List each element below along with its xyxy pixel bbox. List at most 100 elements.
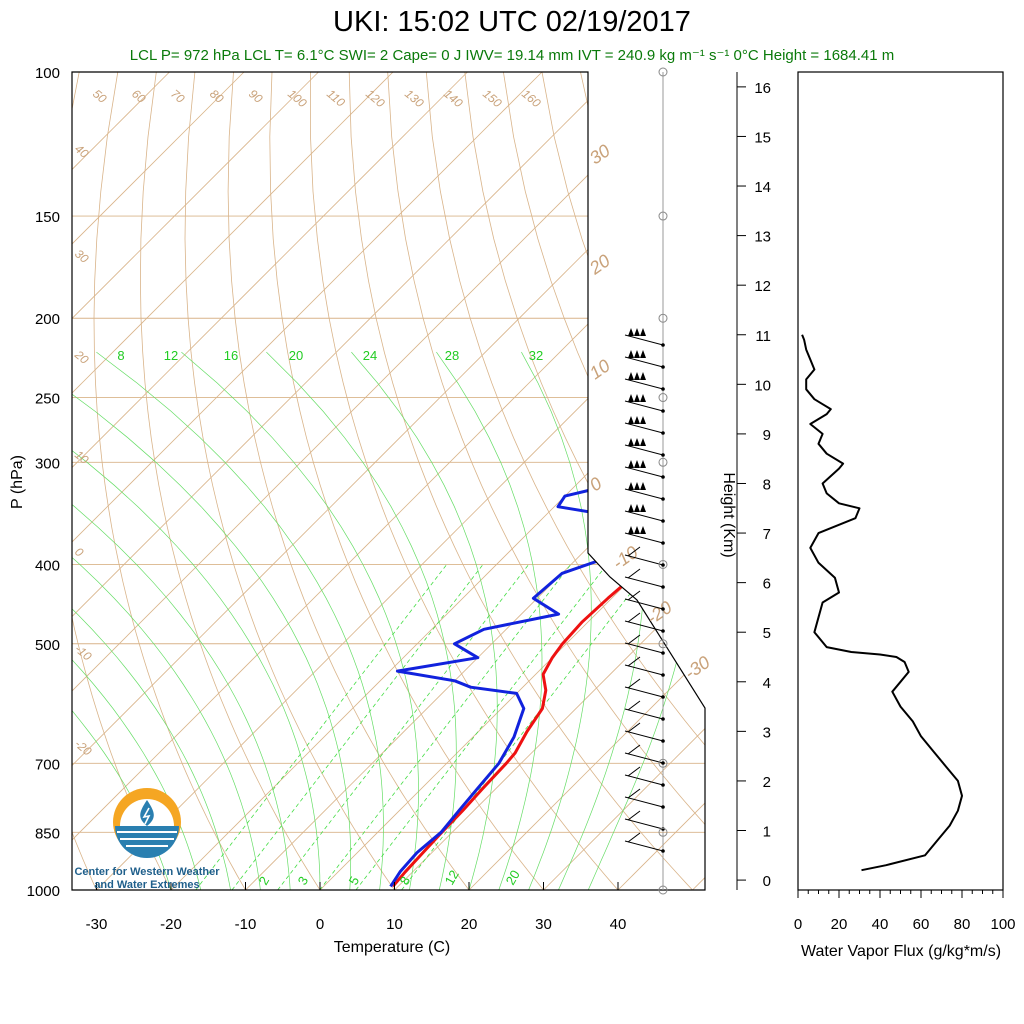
mixing-ratio-label: 12: [442, 867, 462, 887]
wind-barb: [624, 708, 664, 720]
dry-adiabat: [139, 72, 321, 890]
moist-adiabat: [72, 351, 261, 890]
isotherm-line: [468, 72, 705, 890]
wind-barb: [624, 422, 664, 434]
barb-flag: [628, 526, 634, 534]
isotherm-line: [245, 72, 705, 890]
barb-feather: [627, 810, 641, 821]
mixing-ratio-label: 20: [289, 348, 303, 363]
x-tick-label: 0: [316, 916, 324, 933]
flux-x-axis-label: Water Vapor Flux (g/kg*m/s): [801, 943, 1001, 960]
height-axis-label: Height (Km): [720, 472, 737, 557]
barb-point: [661, 827, 665, 831]
height-tick-label: 13: [754, 229, 771, 246]
theta-label: 10: [586, 355, 614, 383]
isotherm-label: 70: [168, 87, 187, 107]
mixing-ratio-label: 24: [363, 348, 377, 363]
barb-point: [661, 387, 665, 391]
isotherm-line: [96, 72, 705, 890]
isotherm-line: [72, 72, 245, 890]
wind-barb: [624, 532, 664, 544]
isotherm-line: [72, 72, 468, 890]
barb-flag: [640, 328, 646, 336]
y-tick-label: 500: [35, 637, 60, 654]
barb-feather: [627, 546, 641, 557]
isotherm-label: 90: [246, 87, 265, 107]
dry-adiabat: [72, 72, 172, 890]
barb-flag: [634, 526, 640, 534]
dry-adiabat: [503, 72, 705, 890]
dry-adiabat: [93, 72, 246, 890]
isotherm-line: [72, 72, 543, 890]
barb-flag: [634, 460, 640, 468]
theta-label: -20: [643, 597, 676, 628]
isotherm-label: 140: [441, 87, 466, 111]
barb-feather: [627, 700, 641, 711]
barb-point: [661, 717, 665, 721]
barb-point: [661, 651, 665, 655]
wind-barb: [624, 356, 664, 368]
wind-barb: [624, 554, 664, 566]
barb-feather: [627, 590, 641, 601]
dry-adiabat: [184, 72, 395, 890]
theta-label: 0: [586, 473, 606, 495]
isotherm-label: 30: [72, 247, 91, 267]
height-tick-label: 9: [763, 427, 771, 444]
dry-adiabat: [348, 72, 693, 890]
mixing-ratio-line: [277, 564, 529, 890]
barb-feather: [627, 612, 641, 623]
barb-feather: [627, 832, 641, 843]
height-tick-label: 12: [754, 278, 771, 295]
barb-point: [661, 497, 665, 501]
pressure-marker: [658, 457, 668, 467]
wind-barb: [624, 378, 664, 390]
barb-feather: [627, 656, 641, 667]
isotherm-label: 120: [363, 87, 388, 111]
mixing-ratio-label: 28: [445, 348, 459, 363]
wind-barb: [624, 642, 664, 654]
x-tick-label: -20: [160, 916, 182, 933]
barb-feather: [627, 568, 641, 579]
wind-barb: [624, 664, 664, 676]
barb-point: [661, 761, 665, 765]
barb-point: [661, 563, 665, 567]
dry-adiabat: [227, 72, 470, 890]
cw3e-logo: Center for Western Weather and Water Ext…: [74, 788, 220, 891]
logo-line-1: Center for Western Weather: [74, 866, 220, 878]
isotherm-line: [170, 72, 705, 890]
wind-barb: [624, 334, 664, 346]
isotherm-line: [72, 72, 705, 890]
isotherm-label: -10: [72, 642, 95, 664]
x-axis-label: Temperature (C): [334, 939, 450, 956]
moist-adiabat: [96, 351, 384, 890]
barb-point: [661, 343, 665, 347]
barb-flag: [640, 482, 646, 490]
wind-barb: [624, 444, 664, 456]
pressure-marker: [658, 758, 668, 768]
height-tick-label: 3: [763, 724, 771, 741]
barb-flag: [640, 350, 646, 358]
wind-barb: [624, 686, 664, 698]
isotherm-label: 110: [324, 87, 348, 110]
flux-profile-line: [801, 334, 963, 872]
y-axis-label: P (hPa): [9, 455, 26, 509]
barb-flag: [640, 504, 646, 512]
x-tick-label: 20: [461, 916, 478, 933]
isotherm-line: [72, 72, 705, 890]
x-tick-label: 40: [610, 916, 627, 933]
wind-barb: [624, 796, 664, 808]
isotherm-line: [394, 72, 705, 890]
barb-flag: [628, 438, 634, 446]
theta-label: -30: [681, 652, 714, 683]
mixing-ratio-label: 5: [346, 874, 363, 888]
y-tick-label: 150: [35, 209, 60, 226]
barb-point: [661, 629, 665, 633]
isotherm-label: 20: [71, 347, 91, 367]
dry-adiabat: [812, 72, 1024, 890]
mixing-ratio-line: [195, 564, 448, 890]
wind-barb: [624, 752, 664, 764]
isotherm-label: 40: [72, 142, 91, 162]
moist-adiabat: [351, 351, 498, 890]
barb-flag: [628, 460, 634, 468]
barb-point: [661, 365, 665, 369]
